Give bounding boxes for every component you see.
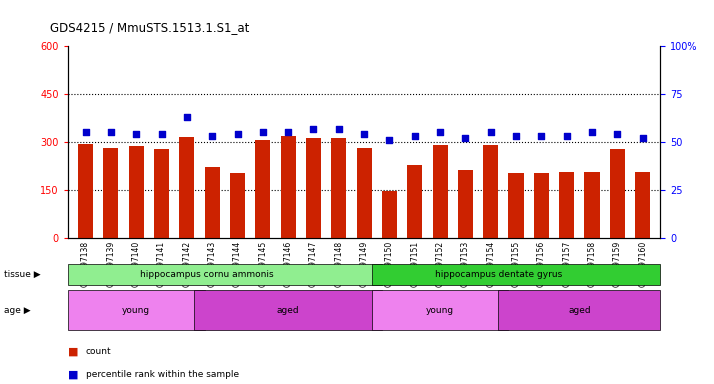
Text: young: young xyxy=(426,306,454,314)
Bar xyxy=(458,170,473,238)
Bar xyxy=(306,138,321,238)
Point xyxy=(485,129,496,136)
Bar xyxy=(154,149,169,238)
Bar xyxy=(129,146,144,238)
FancyBboxPatch shape xyxy=(372,290,508,330)
Bar xyxy=(205,167,220,238)
Point xyxy=(561,133,573,139)
FancyBboxPatch shape xyxy=(68,264,382,285)
Point xyxy=(358,131,370,137)
Text: hippocampus dentate gyrus: hippocampus dentate gyrus xyxy=(435,270,562,279)
Point xyxy=(131,131,142,137)
Point xyxy=(460,135,471,141)
FancyBboxPatch shape xyxy=(498,290,660,330)
Point xyxy=(308,126,319,132)
Point xyxy=(206,133,218,139)
Bar xyxy=(534,174,549,238)
Point xyxy=(80,129,91,136)
Point xyxy=(637,135,648,141)
Text: aged: aged xyxy=(568,306,590,314)
Bar xyxy=(382,191,397,238)
Bar xyxy=(78,144,93,238)
Bar xyxy=(281,136,296,238)
Bar xyxy=(433,145,448,238)
Point xyxy=(409,133,421,139)
FancyBboxPatch shape xyxy=(68,290,205,330)
Bar xyxy=(585,172,600,238)
Point xyxy=(333,126,345,132)
Text: count: count xyxy=(86,347,111,356)
Point xyxy=(434,129,446,136)
Bar xyxy=(407,165,423,238)
Bar xyxy=(356,147,372,238)
Point xyxy=(586,129,598,136)
Point xyxy=(105,129,116,136)
Bar xyxy=(483,145,498,238)
Point xyxy=(257,129,268,136)
Text: age ▶: age ▶ xyxy=(4,306,30,314)
FancyBboxPatch shape xyxy=(194,290,382,330)
Text: percentile rank within the sample: percentile rank within the sample xyxy=(86,370,238,379)
Point xyxy=(612,131,623,137)
Bar xyxy=(508,174,523,238)
Text: ■: ■ xyxy=(68,369,79,379)
FancyBboxPatch shape xyxy=(372,264,660,285)
Bar xyxy=(104,147,119,238)
Point xyxy=(232,131,243,137)
Bar xyxy=(610,149,625,238)
Bar xyxy=(331,138,346,238)
Text: aged: aged xyxy=(277,306,299,314)
Text: tissue ▶: tissue ▶ xyxy=(4,270,40,279)
Point xyxy=(511,133,522,139)
Point xyxy=(383,137,395,143)
Point xyxy=(181,114,193,120)
Text: hippocampus cornu ammonis: hippocampus cornu ammonis xyxy=(141,270,274,279)
Bar xyxy=(635,172,650,238)
Point xyxy=(156,131,167,137)
Bar xyxy=(559,172,574,238)
Bar xyxy=(255,141,271,238)
Text: GDS4215 / MmuSTS.1513.1.S1_at: GDS4215 / MmuSTS.1513.1.S1_at xyxy=(50,21,249,34)
Text: ■: ■ xyxy=(68,346,79,356)
Bar xyxy=(179,137,194,238)
Text: young: young xyxy=(122,306,150,314)
Bar xyxy=(230,174,245,238)
Point xyxy=(536,133,547,139)
Point xyxy=(283,129,294,136)
